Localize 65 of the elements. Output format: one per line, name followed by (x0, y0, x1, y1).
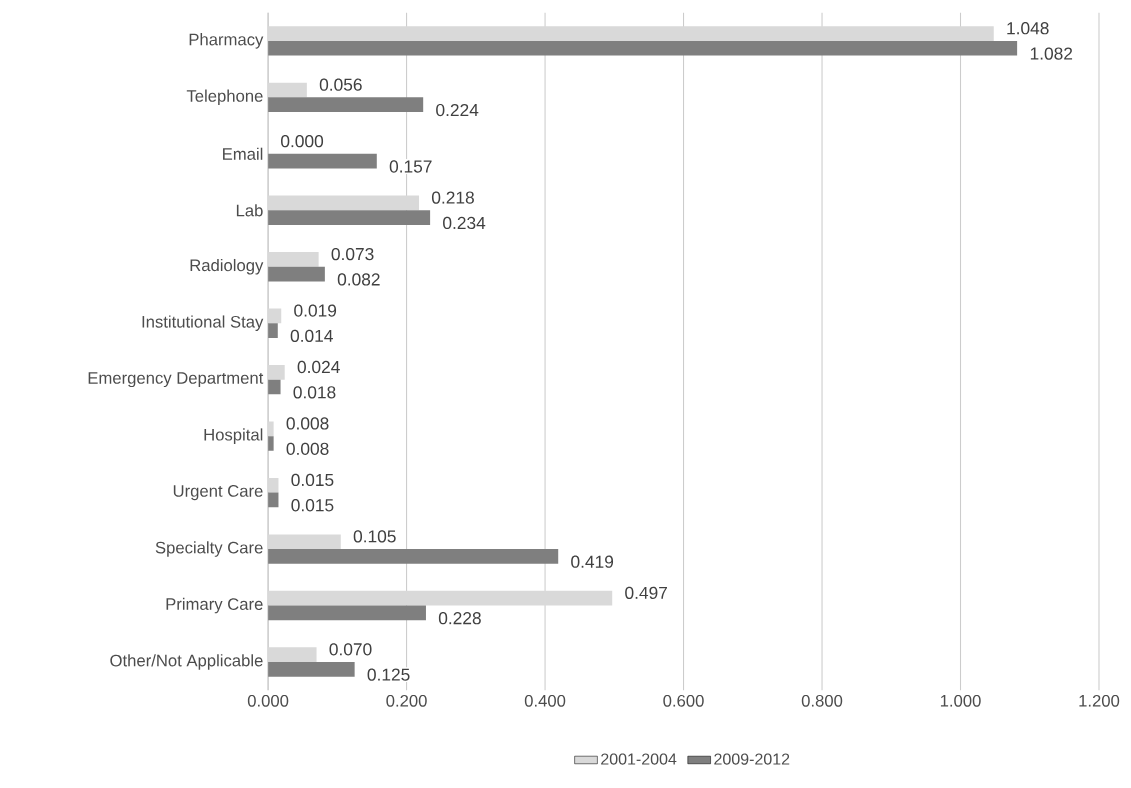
bar (268, 605, 426, 621)
bar (268, 210, 431, 225)
data-label: 0.497 (625, 586, 667, 599)
y-tick-label: Pharmacy (189, 33, 264, 49)
x-tick-label: 1.200 (1079, 694, 1120, 707)
bar (268, 590, 613, 606)
legend-label: 2001-2004 (601, 753, 677, 765)
y-tick-label: Institutional Stay (142, 315, 264, 331)
bar (268, 534, 341, 549)
bar (268, 436, 274, 451)
data-label: 0.024 (297, 360, 340, 374)
data-label: 0.157 (389, 160, 432, 173)
data-label: 0.218 (431, 191, 474, 204)
bar (268, 548, 559, 564)
data-label: 1.048 (1007, 21, 1049, 35)
data-label: 0.234 (443, 216, 486, 229)
data-label: 0.082 (337, 273, 380, 286)
x-tick-label: 0.800 (801, 694, 843, 707)
bar (268, 647, 317, 662)
y-tick-label: Emergency Department (88, 372, 264, 388)
data-label: 0.070 (329, 643, 372, 656)
data-label: 0.018 (293, 386, 336, 399)
y-tick-label: Radiology (190, 258, 264, 275)
bar (268, 661, 355, 677)
data-label: 0.228 (438, 611, 481, 625)
y-tick-label: Primary Care (166, 597, 263, 614)
x-tick-label: 1.000 (940, 694, 981, 707)
bar (268, 364, 285, 380)
data-label: 0.105 (353, 530, 396, 543)
data-label: 0.419 (571, 555, 614, 568)
data-label: 0.014 (290, 329, 333, 342)
y-tick-label: Email (223, 147, 263, 160)
bar (268, 195, 420, 211)
data-label: 0.125 (367, 668, 410, 681)
y-tick-label: Urgent Care (173, 484, 263, 501)
x-tick-label: 0.200 (386, 694, 427, 707)
bar (268, 266, 325, 282)
data-label: 0.000 (281, 134, 324, 148)
x-tick-label: 0.600 (663, 694, 704, 707)
bar (268, 97, 424, 112)
data-label: 0.073 (331, 247, 374, 261)
legend-label: 2009-2012 (714, 753, 790, 765)
bar (268, 379, 281, 395)
bar (268, 251, 319, 267)
data-label: 0.008 (286, 442, 329, 455)
bar (268, 40, 1018, 56)
bar (268, 82, 307, 98)
y-tick-label: Telephone (186, 89, 263, 106)
bar (268, 323, 278, 338)
y-tick-label: Other/Not Applicable (110, 654, 263, 670)
data-label: 0.015 (291, 473, 334, 486)
data-label: 0.015 (291, 499, 334, 512)
x-tick-label: 0.000 (247, 694, 289, 707)
y-tick-label: Specialty Care (155, 541, 263, 557)
data-label: 0.056 (319, 78, 362, 91)
data-label: 0.008 (286, 417, 329, 430)
y-tick-label: Hospital (204, 428, 263, 444)
bar (268, 421, 274, 437)
data-label: 0.019 (294, 304, 337, 317)
bar (268, 26, 994, 41)
bar (268, 153, 377, 169)
y-tick-label: Lab (236, 204, 263, 217)
x-tick-label: 0.400 (524, 694, 566, 707)
data-label: 0.224 (436, 103, 479, 117)
data-label: 1.082 (1030, 47, 1073, 60)
